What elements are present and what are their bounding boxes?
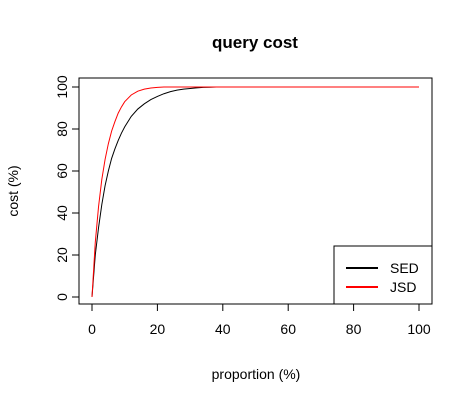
x-tick-label: 40 — [215, 321, 231, 337]
x-tick-label: 60 — [280, 321, 296, 337]
legend-box — [333, 245, 433, 305]
y-tick-label: 80 — [54, 121, 70, 137]
y-tick-label: 40 — [54, 205, 70, 221]
legend: SED JSD — [333, 245, 433, 305]
legend-label-jsd: JSD — [390, 279, 416, 295]
series-lines — [91, 86, 419, 298]
y-tick-label: 0 — [54, 293, 70, 301]
legend-label-sed: SED — [390, 260, 419, 276]
x-tick-label: 100 — [407, 321, 431, 337]
x-tick-label: 80 — [346, 321, 362, 337]
y-tick-label: 60 — [54, 163, 70, 179]
y-axis-label: cost (%) — [5, 165, 21, 216]
x-tick-label: 20 — [150, 321, 166, 337]
chart-title: query cost — [212, 33, 298, 52]
x-tick-label: 0 — [88, 321, 96, 337]
y-tick-label: 20 — [54, 247, 70, 263]
y-axis: 0 20 40 60 80 100 — [54, 75, 80, 301]
x-axis-label: proportion (%) — [212, 366, 301, 382]
y-tick-label: 100 — [54, 75, 70, 99]
series-line-jsd — [91, 86, 419, 298]
x-axis: 0 20 40 60 80 100 — [88, 303, 431, 337]
